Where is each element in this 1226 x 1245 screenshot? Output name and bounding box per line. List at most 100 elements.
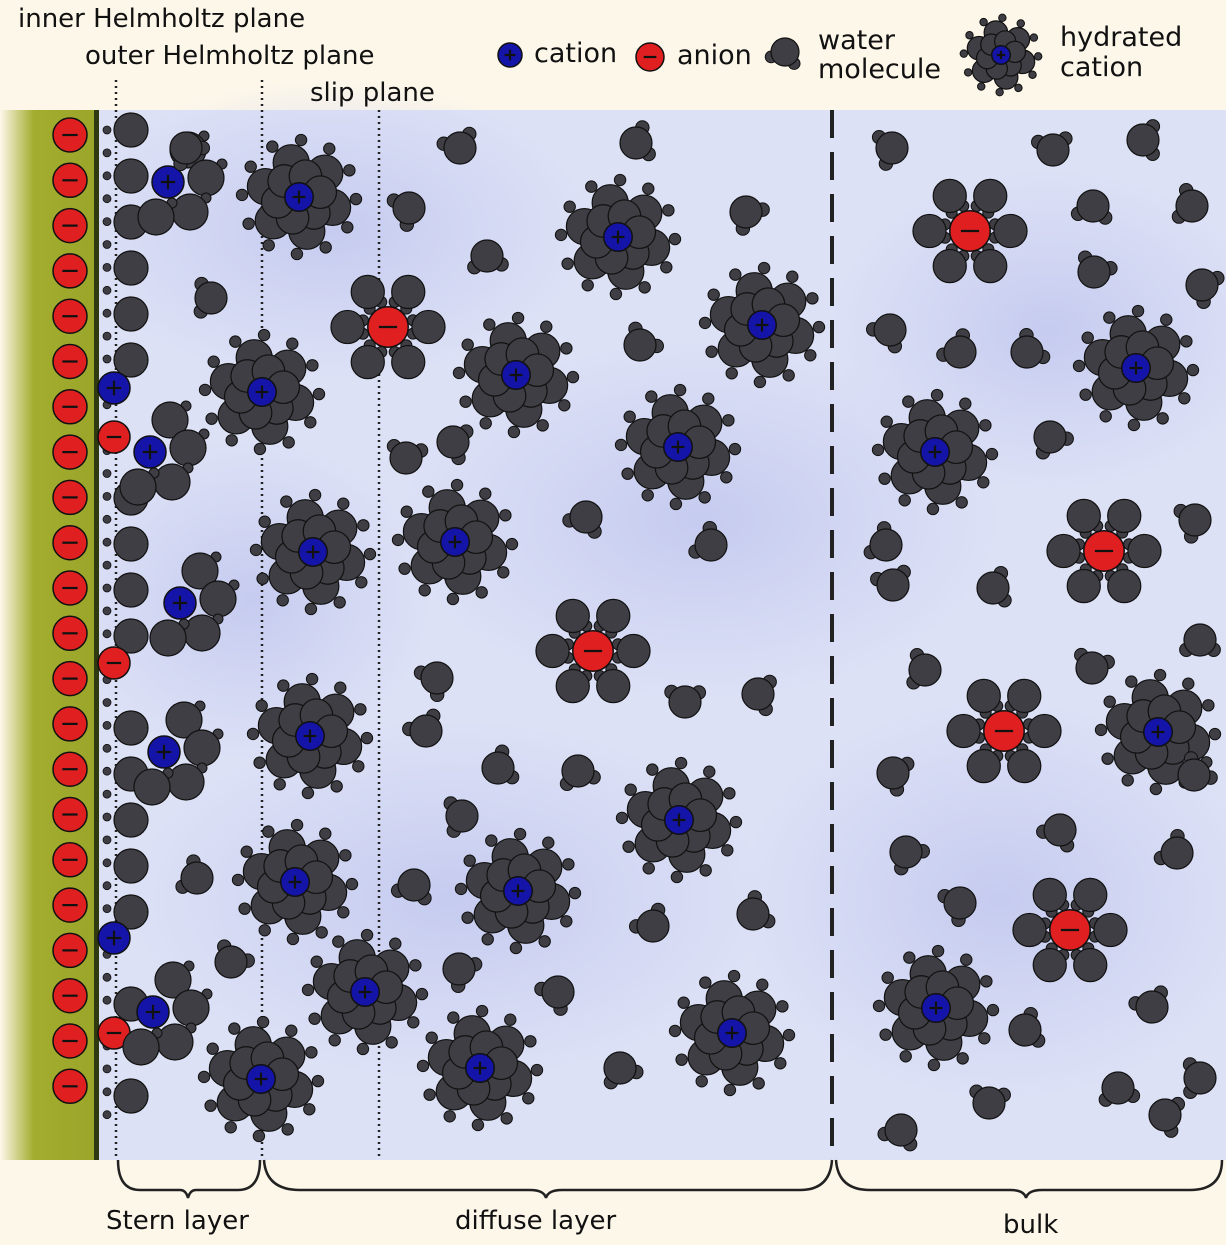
- hydrated-anion: [535, 598, 651, 704]
- water-molecule: [1033, 420, 1074, 460]
- hydrated-cation: [235, 133, 363, 261]
- anion: [572, 630, 614, 672]
- anion: [52, 389, 88, 425]
- inner-helmholtz-plane-label: inner Helmholtz plane: [18, 4, 306, 34]
- cation: [497, 42, 523, 68]
- water-hydrogen: [102, 995, 112, 1005]
- cation: [990, 44, 1012, 66]
- anion: [52, 117, 88, 153]
- hydrated-cation: [668, 969, 796, 1097]
- anion: [635, 42, 665, 72]
- water-hydrogen: [102, 171, 112, 181]
- water-hydrogen: [102, 1064, 112, 1074]
- water-hydrogen: [102, 789, 112, 799]
- water-hydrogen: [102, 583, 112, 593]
- water-molecule: [619, 120, 656, 162]
- water-hydrogen: [102, 881, 112, 891]
- water-molecule: [603, 1051, 644, 1090]
- water-hydrogen: [102, 537, 112, 547]
- cation: [97, 371, 131, 405]
- anion: [1049, 909, 1091, 951]
- water-molecule: [442, 952, 483, 994]
- water-molecule: [113, 342, 149, 378]
- cation: [280, 867, 310, 897]
- hydrated-cation: [391, 478, 519, 606]
- water-molecule: [1171, 183, 1209, 224]
- water-hydrogen: [102, 148, 112, 158]
- hydrated-cation: [416, 1004, 544, 1132]
- water-molecule: [865, 313, 907, 354]
- water-molecule: [1126, 119, 1161, 161]
- stern-layer-label: Stern layer: [106, 1206, 249, 1236]
- hydrated-cation: [1094, 668, 1222, 796]
- water-molecule: [1182, 1057, 1217, 1099]
- water-hydrogen: [102, 469, 112, 478]
- anion: [52, 524, 88, 561]
- water-molecule: [113, 112, 149, 148]
- cation: [97, 921, 131, 955]
- water-hydrogen: [102, 904, 112, 913]
- water-hydrogen: [102, 1110, 112, 1120]
- bulk-brace: [834, 1159, 1224, 1199]
- water-molecule: [1173, 503, 1212, 544]
- bulk-label: bulk: [1003, 1210, 1059, 1240]
- hydrated-cation: [231, 818, 359, 946]
- water-molecule: [1008, 1006, 1046, 1048]
- anion: [52, 343, 88, 380]
- water-molecule: [193, 276, 228, 319]
- water-hydrogen: [102, 194, 112, 204]
- anion: [52, 751, 88, 787]
- water-molecule: [906, 647, 942, 690]
- slip-plane-label: slip plane: [310, 78, 435, 108]
- cation: [747, 310, 777, 340]
- legend-hydrated-cation-icon: [959, 13, 1043, 97]
- water-molecule: [1098, 1071, 1141, 1107]
- hydrated-cation: [301, 928, 429, 1056]
- water-molecule: [113, 572, 149, 608]
- partially-hydrated-cation: [137, 130, 228, 236]
- hydrated-cation: [871, 388, 999, 516]
- water-molecule: [113, 1078, 149, 1114]
- anion: [52, 615, 88, 652]
- anion: [97, 420, 131, 454]
- water-molecule: [1070, 189, 1113, 225]
- anion: [52, 706, 88, 742]
- water-molecule: [436, 126, 477, 165]
- partially-hydrated-cation: [122, 960, 213, 1066]
- cation: [295, 721, 325, 751]
- water-molecule: [1153, 828, 1194, 870]
- water-hydrogen: [102, 217, 112, 227]
- water-hydrogen: [102, 308, 112, 318]
- partially-hydrated-cation: [119, 400, 210, 506]
- water-molecule: [936, 328, 977, 369]
- hydrated-cation: [959, 13, 1043, 97]
- hydrated-cation: [1072, 304, 1200, 432]
- water-molecule: [1148, 1096, 1186, 1138]
- water-hydrogen: [102, 721, 112, 730]
- legend-water-label-2: molecule: [818, 54, 942, 85]
- partially-hydrated-cation: [149, 551, 240, 657]
- solution-shading: [70, 80, 1226, 1100]
- anion: [97, 646, 131, 680]
- hydrated-anion: [1046, 498, 1162, 604]
- anion: [52, 479, 88, 516]
- cation: [136, 995, 170, 1029]
- water-molecule: [870, 564, 911, 602]
- anion: [52, 298, 88, 334]
- water-hydrogen: [102, 743, 112, 753]
- water-molecule: [764, 37, 801, 70]
- water-molecule: [1074, 647, 1115, 685]
- water-molecule: [877, 1113, 918, 1152]
- stern-layer-brace: [116, 1159, 262, 1199]
- water-hydrogen: [102, 354, 112, 364]
- anion: [52, 570, 88, 606]
- water-molecule: [664, 684, 707, 719]
- water-molecule: [736, 890, 776, 931]
- water-molecule: [1185, 268, 1225, 309]
- cation: [163, 586, 197, 620]
- water-hydrogen: [102, 858, 112, 868]
- cation: [151, 165, 185, 199]
- cation: [603, 222, 633, 252]
- legend-anion-icon: [635, 42, 665, 72]
- water-molecule: [443, 796, 479, 838]
